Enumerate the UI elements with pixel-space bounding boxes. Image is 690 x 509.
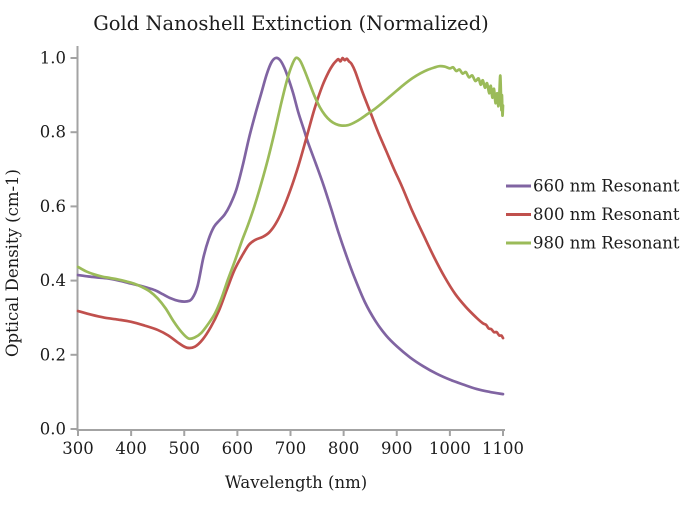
series-line-1 (76, 56, 505, 396)
axes (70, 46, 505, 436)
x-tick-label: 600 (222, 439, 254, 458)
y-tick-label: 0.4 (40, 271, 66, 290)
legend-label: 660 nm Resonant (533, 177, 680, 196)
legend-item-3: 980 nm Resonant (506, 234, 680, 253)
legend-item-1: 660 nm Resonant (506, 177, 680, 196)
x-tick-label: 900 (381, 439, 413, 458)
y-tick-label: 0.8 (40, 123, 66, 142)
legend: 660 nm Resonant 800 nm Resonant 980 nm Res… (506, 177, 680, 253)
x-tick-label: 700 (275, 439, 307, 458)
series-lines (76, 56, 505, 396)
x-tick-label: 400 (115, 439, 147, 458)
y-tick-label: 0.0 (40, 420, 66, 439)
y-tick-labels: 0.0 0.2 0.4 0.6 0.8 1.0 (40, 49, 66, 439)
x-tick-label: 800 (328, 439, 360, 458)
x-tick-label: 500 (169, 439, 201, 458)
y-tick-label: 0.6 (40, 197, 66, 216)
x-tick-label: 1100 (482, 439, 524, 458)
x-tick-label: 300 (62, 439, 94, 458)
legend-item-2: 800 nm Resonant (506, 205, 680, 224)
series-line-2 (76, 56, 505, 350)
chart-title: Gold Nanoshell Extinction (Normalized) (93, 12, 489, 35)
y-axis-label: Optical Density (cm-1) (3, 169, 22, 357)
x-tick-labels: 300 400 500 600 700 800 900 1000 1100 (62, 439, 524, 458)
y-tick-label: 0.2 (40, 345, 66, 364)
y-tick-label: 1.0 (40, 49, 66, 68)
legend-label: 980 nm Resonant (533, 234, 680, 253)
series-line-3 (76, 56, 505, 341)
legend-label: 800 nm Resonant (533, 205, 680, 224)
axis-lines (76, 46, 505, 431)
x-tick-label: 1000 (429, 439, 471, 458)
x-axis-label: Wavelength (nm) (225, 473, 367, 492)
